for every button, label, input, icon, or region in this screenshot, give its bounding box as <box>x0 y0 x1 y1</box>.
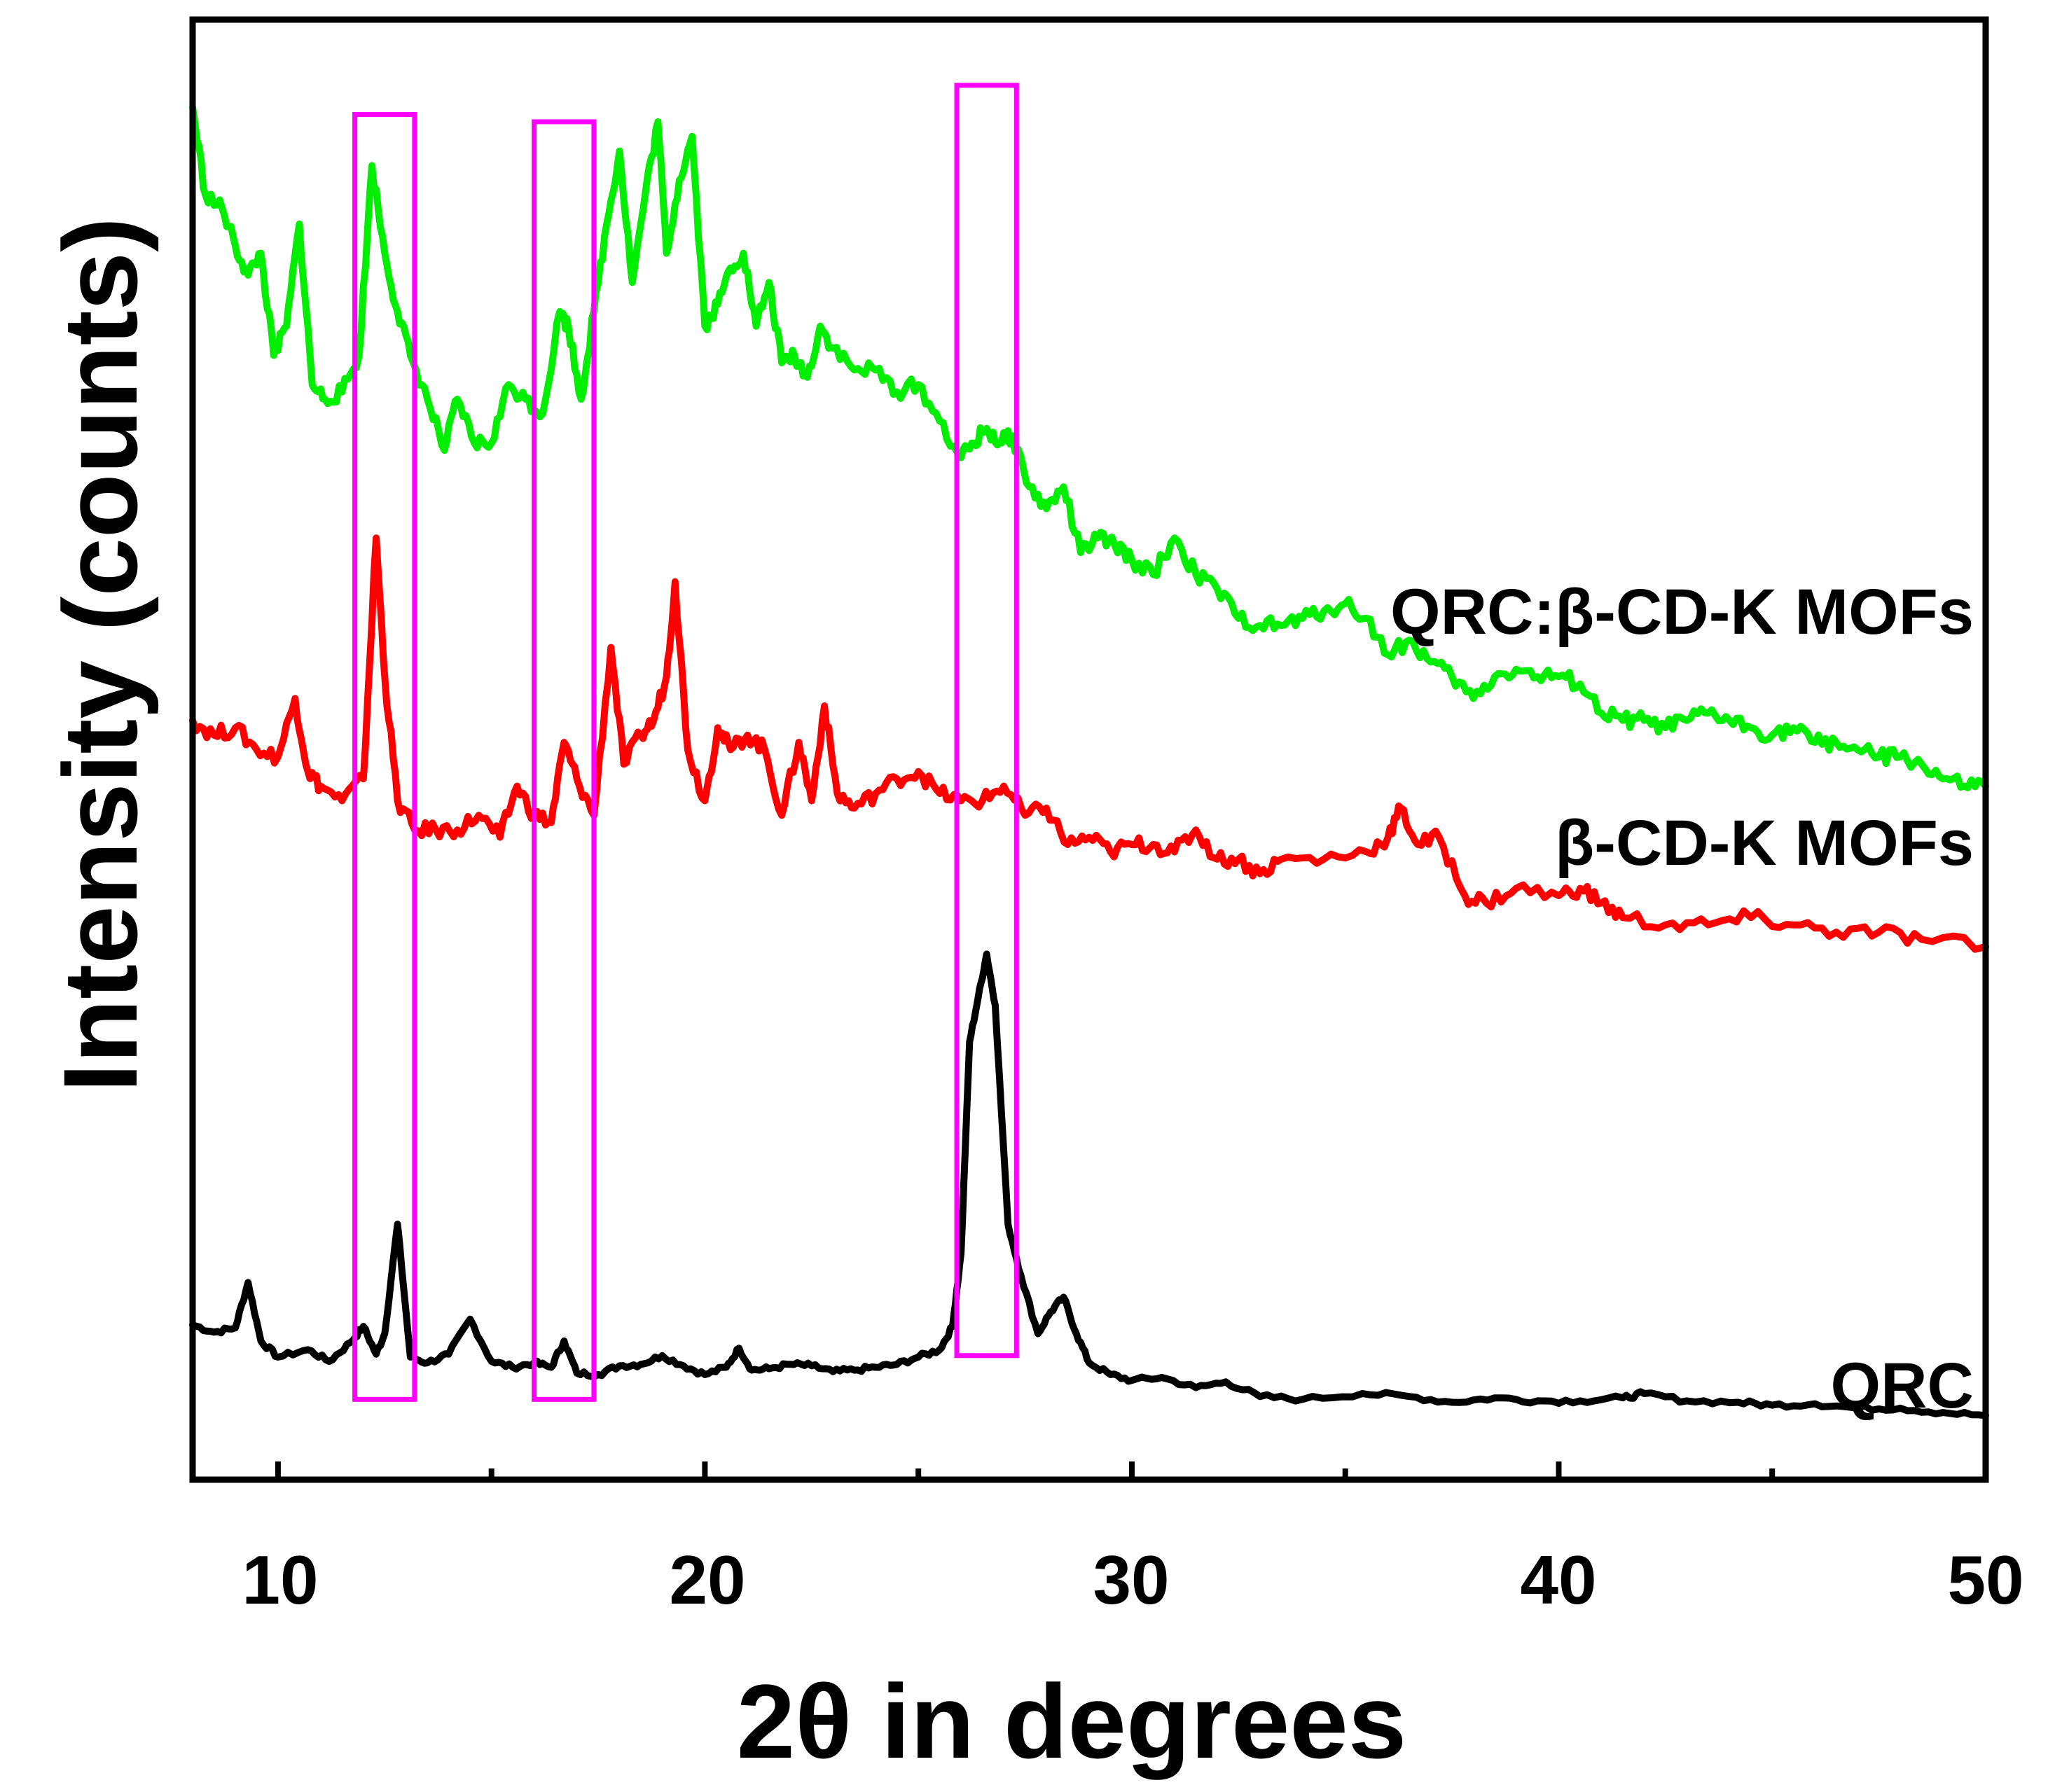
x-tick-label-30: 30 <box>1093 1541 1169 1618</box>
highlight-box-1 <box>352 112 417 1402</box>
series-layer <box>189 104 1989 1419</box>
x-axis-title: 2θ in degrees <box>737 1662 1406 1780</box>
series-label-qrc-bcdk-mofs: QRC:β-CD-K MOFs <box>1390 576 1974 648</box>
x-tick-label-50: 50 <box>1947 1541 2023 1618</box>
series-qrc-bcdk-mofs-line <box>189 104 1989 791</box>
x-tick-label-10: 10 <box>242 1541 318 1618</box>
x-tick-label-20: 20 <box>669 1541 745 1618</box>
plot-frame <box>189 16 1989 1483</box>
highlight-box-3 <box>954 83 1019 1359</box>
x-tick-label-40: 40 <box>1520 1541 1596 1618</box>
series-qrc-line <box>189 950 1989 1419</box>
x-axis-ticks <box>275 1461 1988 1480</box>
series-label-qrc: QRC <box>1831 1350 1974 1422</box>
highlight-box-layer <box>352 83 1019 1402</box>
series-bcdk-mofs-line <box>189 534 1989 953</box>
series-label-bcdk-mofs: β-CD-K MOFs <box>1555 807 1974 879</box>
highlight-box-2 <box>532 119 597 1402</box>
y-axis-title: Intensity (counts) <box>41 217 159 1092</box>
